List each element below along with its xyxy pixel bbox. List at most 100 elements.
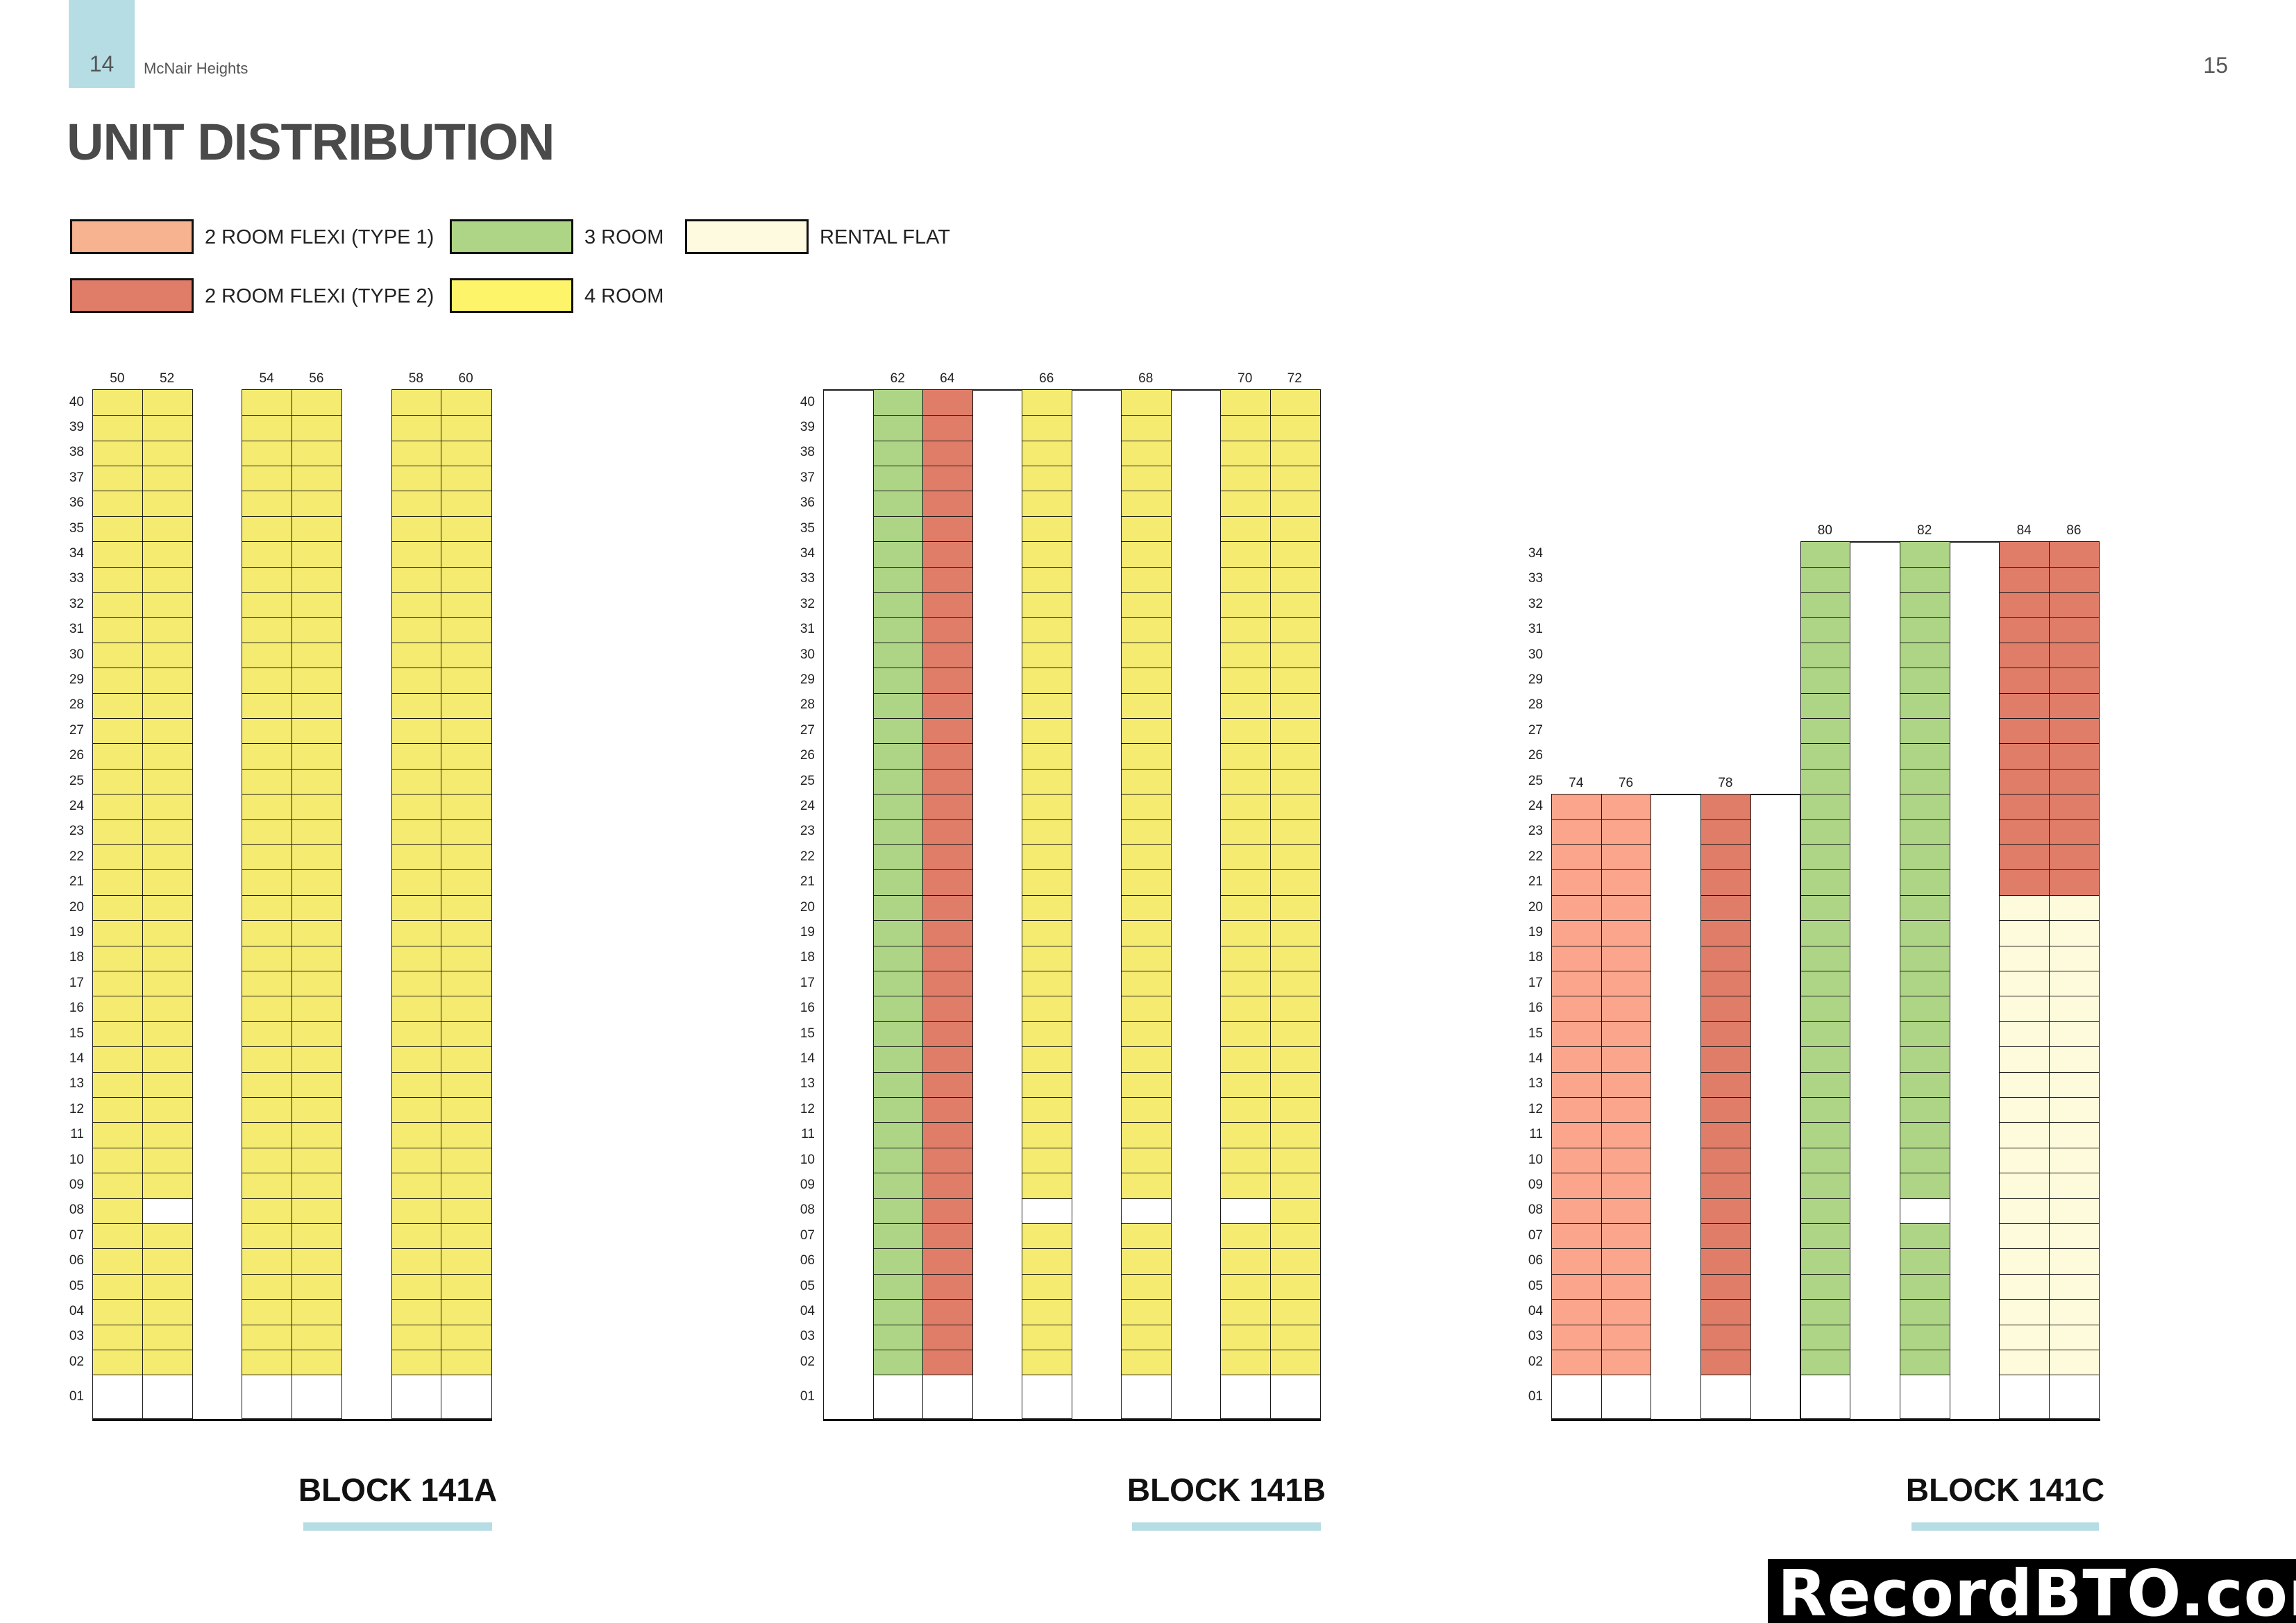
- floor-label: 20: [1528, 899, 1543, 915]
- floor-label: 36: [69, 495, 84, 511]
- unit-cell-rental: [1999, 1147, 2050, 1174]
- unit-cell-flexi2: [1700, 945, 1752, 972]
- unit-cell-room3: [1899, 566, 1951, 593]
- floor-label: 05: [800, 1278, 815, 1293]
- watermark-logo: RecordBTO.com: [1768, 1559, 2296, 1623]
- unit-cell-flexi2: [2049, 743, 2100, 770]
- unit-cell-flexi1: [1551, 1122, 1603, 1148]
- unit-cell-room4: [242, 793, 293, 820]
- unit-label: 78: [1718, 775, 1733, 790]
- unit-cell-room4: [92, 516, 144, 543]
- unit-cell-room3: [1899, 819, 1951, 846]
- block-underline: [1911, 1522, 2099, 1531]
- unit-cell-room4: [1269, 491, 1321, 517]
- floor-label: 28: [1528, 697, 1543, 713]
- unit-cell-room4: [441, 692, 492, 720]
- unit-cell-room4: [1022, 743, 1072, 770]
- core-gap: [823, 389, 874, 1419]
- unit-cell-room4: [441, 591, 492, 618]
- unit-cell-room4: [1022, 566, 1072, 593]
- unit-cell-flexi2: [1700, 1172, 1752, 1199]
- unit-cell-room3: [1800, 970, 1851, 997]
- void-deck-cell: [1022, 1198, 1072, 1225]
- unit-cell-flexi1: [1601, 844, 1652, 871]
- unit-cell-room4: [292, 996, 343, 1022]
- unit-cell-flexi1: [1551, 793, 1603, 820]
- unit-cell-flexi2: [1700, 1096, 1752, 1123]
- unit-cell-room4: [142, 1298, 193, 1325]
- unit-cell-room3: [1800, 591, 1851, 618]
- floor-label: 12: [69, 1101, 84, 1116]
- unit-cell-room4: [92, 1273, 144, 1300]
- unit-cell-room4: [1269, 1147, 1321, 1174]
- unit-cell-room4: [441, 1147, 492, 1174]
- floor-label: 01: [800, 1389, 815, 1404]
- unit-cell-room4: [142, 1248, 193, 1275]
- unit-cell-room4: [92, 1122, 144, 1148]
- unit-cell-room3: [872, 541, 924, 568]
- unit-cell-room4: [1022, 440, 1072, 467]
- unit-cell-rental: [1999, 1349, 2050, 1376]
- unit-cell-room4: [242, 516, 293, 543]
- unit-cell-room4: [1022, 1071, 1072, 1098]
- unit-cell-room4: [92, 819, 144, 846]
- unit-cell-room4: [441, 667, 492, 694]
- unit-cell-flexi2: [922, 465, 973, 492]
- ground-floor-cell: [1551, 1375, 1603, 1419]
- unit-cell-room4: [1269, 1324, 1321, 1351]
- unit-cell-room4: [1022, 970, 1072, 997]
- unit-cell-room4: [391, 1298, 442, 1325]
- unit-cell-room4: [1269, 819, 1321, 846]
- ground-floor-cell: [1700, 1375, 1752, 1419]
- floor-label: 31: [800, 622, 815, 637]
- unit-cell-rental: [2049, 970, 2100, 997]
- unit-cell-room3: [872, 516, 924, 543]
- unit-cell-flexi2: [922, 642, 973, 669]
- unit-cell-flexi2: [922, 894, 973, 921]
- unit-cell-flexi2: [2049, 768, 2100, 795]
- ground-floor-cell: [1121, 1375, 1172, 1419]
- unit-cell-room4: [391, 894, 442, 921]
- unit-label: 76: [1618, 775, 1634, 790]
- floor-label: 07: [800, 1227, 815, 1243]
- unit-cell-room4: [92, 1046, 144, 1073]
- unit-cell-flexi2: [1999, 793, 2050, 820]
- unit-cell-flexi2: [1999, 541, 2050, 568]
- unit-cell-flexi1: [1551, 1223, 1603, 1250]
- unit-cell-flexi1: [1551, 919, 1603, 946]
- unit-cell-room4: [242, 1147, 293, 1174]
- unit-cell-room4: [391, 945, 442, 972]
- unit-cell-room4: [92, 541, 144, 568]
- floor-label: 24: [69, 799, 84, 813]
- unit-cell-room4: [1269, 1349, 1321, 1376]
- unit-cell-rental: [1999, 894, 2050, 921]
- unit-cell-room3: [1899, 793, 1951, 820]
- unit-cell-flexi2: [922, 516, 973, 543]
- unit-cell-room4: [391, 516, 442, 543]
- unit-cell-room3: [872, 566, 924, 593]
- unit-cell-flexi2: [1700, 1223, 1752, 1250]
- unit-cell-room4: [242, 996, 293, 1022]
- unit-cell-room4: [92, 642, 144, 669]
- unit-cell-room4: [1022, 1147, 1072, 1174]
- unit-cell-room4: [292, 1046, 343, 1073]
- floor-label: 02: [1528, 1354, 1543, 1369]
- unit-cell-room4: [391, 1198, 442, 1225]
- ground-floor-cell: [2049, 1375, 2100, 1419]
- unit-label: 50: [110, 371, 125, 386]
- unit-cell-room4: [1220, 465, 1271, 492]
- unit-cell-flexi2: [922, 1122, 973, 1148]
- floor-label: 09: [69, 1178, 84, 1192]
- unit-cell-room4: [292, 692, 343, 720]
- unit-cell-room4: [292, 1324, 343, 1351]
- unit-cell-room3: [1800, 617, 1851, 643]
- unit-cell-rental: [1999, 1248, 2050, 1275]
- unit-cell-room4: [391, 1096, 442, 1123]
- unit-cell-room3: [872, 768, 924, 795]
- unit-cell-flexi1: [1551, 1021, 1603, 1048]
- unit-cell-room4: [441, 1172, 492, 1199]
- floor-label: 32: [800, 596, 815, 611]
- floor-label: 09: [1528, 1178, 1543, 1192]
- floor-label: 31: [69, 622, 84, 637]
- unit-cell-flexi2: [1700, 1046, 1752, 1073]
